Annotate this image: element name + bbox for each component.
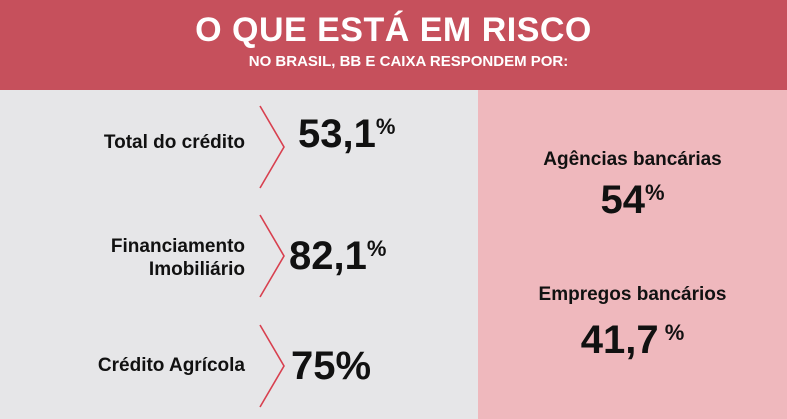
bank-branches-number: 54 (600, 178, 645, 222)
chevron-right-icon (259, 105, 285, 189)
left-panel (0, 90, 478, 419)
bank-jobs-label: Empregos bancários (538, 284, 727, 305)
page-title: O QUE ESTÁ EM RISCO (195, 11, 592, 49)
chevron-right-icon (259, 324, 285, 408)
chevron-right-icon (259, 214, 285, 298)
bank-jobs-number: 41,7 (580, 318, 659, 362)
bank-jobs-unit: % (658, 320, 685, 345)
bank-branches-unit: % (644, 180, 665, 205)
page-subtitle: NO BRASIL, BB E CAIXA RESPONDEM POR: (248, 53, 569, 70)
total-credit-unit: % (375, 114, 396, 139)
mortgage-label-line2: Imobiliário (148, 259, 245, 280)
bank-jobs-value: 41,7 % (478, 318, 787, 362)
bank-branches-value: 54% (478, 178, 787, 222)
total-credit-number: 53,1 (298, 112, 376, 156)
mortgage-number: 82,1 (289, 234, 367, 278)
agricultural-credit-value: 75% (291, 344, 372, 388)
total-credit-label: Total do crédito (103, 132, 245, 153)
mortgage-unit: % (366, 236, 387, 261)
right-panel (478, 90, 787, 419)
mortgage-label-line1: Financiamento (110, 236, 245, 257)
total-credit-value: 53,1% (298, 112, 395, 156)
agricultural-credit-label: Crédito Agrícola (97, 355, 245, 376)
bank-branches-label: Agências bancárias (543, 149, 722, 170)
mortgage-value: 82,1% (289, 234, 386, 278)
header-banner: O QUE ESTÁ EM RISCO NO BRASIL, BB E CAIX… (0, 0, 787, 90)
